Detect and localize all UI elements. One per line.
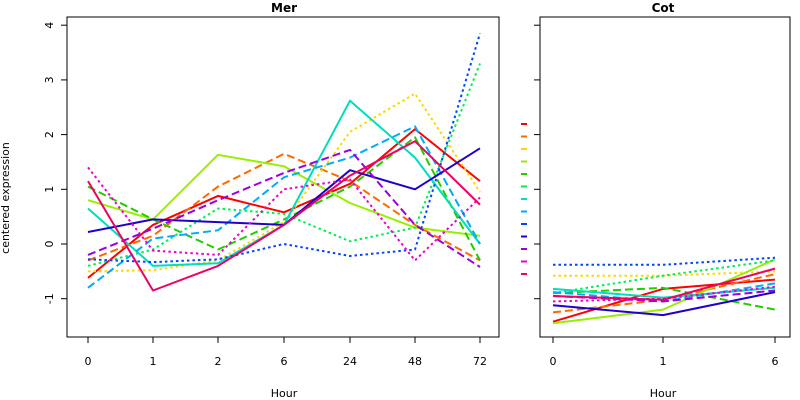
- y-tick-label: 3: [43, 76, 56, 83]
- y-tick-label: 1: [43, 186, 56, 193]
- series-line: [87, 140, 481, 292]
- series-line: [552, 267, 776, 301]
- series-line: [552, 258, 776, 325]
- x-tick-label-mer: 72: [473, 355, 487, 368]
- series-lines-cot: [552, 256, 776, 325]
- y-axis-cot: [534, 24, 540, 300]
- panel-cot: Cot 0 1 6 Hour: [534, 1, 791, 400]
- series-line: [87, 166, 481, 262]
- x-tick-label-mer: 0: [85, 355, 92, 368]
- x-tick-label-mer: 6: [281, 355, 288, 368]
- x-axis-cot: 0 1 6: [550, 337, 779, 368]
- series-lines-mer: [87, 33, 481, 292]
- x-tick-label-cot: 1: [660, 355, 667, 368]
- x-tick-label-mer: 2: [215, 355, 222, 368]
- series-line: [87, 128, 481, 279]
- series-line: [552, 285, 776, 303]
- panel-title-mer: Mer: [271, 1, 297, 15]
- x-axis-mer: 0 1 2 6 24 48 72: [85, 337, 487, 368]
- series-line: [87, 125, 481, 289]
- series-line: [87, 152, 481, 262]
- y-axis-mer: -1 0 1 2 3 4: [43, 22, 67, 304]
- series-legend: [521, 123, 527, 275]
- x-axis-title-mer: Hour: [271, 387, 298, 400]
- y-axis-title: centered expression: [0, 142, 12, 254]
- x-axis-title-cot: Hour: [650, 387, 677, 400]
- panel-title-cot: Cot: [652, 1, 675, 15]
- plot-frame-cot: [539, 16, 791, 338]
- x-tick-label-cot: 0: [550, 355, 557, 368]
- y-tick-label: 0: [43, 241, 56, 248]
- y-tick-label: 4: [43, 22, 56, 29]
- series-line: [552, 291, 776, 317]
- x-tick-label-mer: 1: [150, 355, 157, 368]
- series-line: [552, 259, 776, 295]
- panel-mer: Mer -1 0 1 2 3 4 0 1 2 6 24 48 72 Hour centered exp…: [0, 1, 500, 400]
- series-line: [553, 256, 776, 266]
- y-tick-label: 2: [43, 131, 56, 138]
- x-tick-label-mer: 24: [343, 355, 357, 368]
- plot-frame-mer: [66, 16, 500, 338]
- series-line: [552, 286, 776, 299]
- y-tick-label: -1: [43, 293, 56, 304]
- x-tick-label-mer: 48: [408, 355, 422, 368]
- series-line: [87, 33, 481, 264]
- x-tick-label-cot: 6: [772, 355, 779, 368]
- series-line: [552, 273, 776, 314]
